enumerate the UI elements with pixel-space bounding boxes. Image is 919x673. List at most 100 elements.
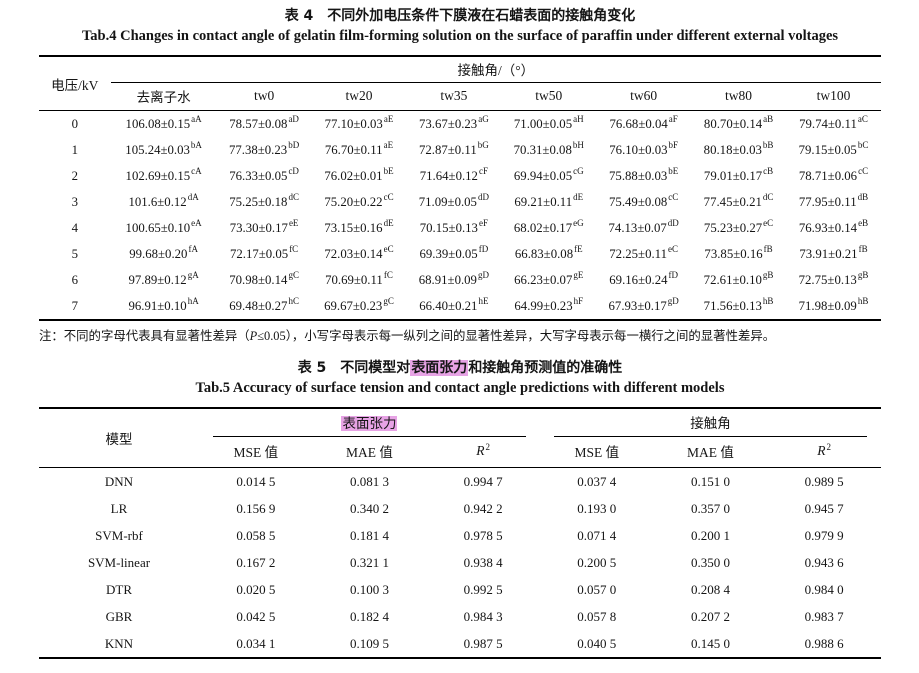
value-cell: 0.994 7 bbox=[463, 473, 503, 489]
value-cell: 0.207 2 bbox=[690, 608, 730, 624]
row-label-cell: 4 bbox=[71, 220, 78, 235]
table4-subheader-deionized-water: 去离子水 bbox=[110, 83, 217, 111]
value-cell: 73.85±0.16fB bbox=[704, 244, 773, 261]
value-cell: 77.10±0.03aE bbox=[324, 114, 394, 131]
value-cell: 76.33±0.05cD bbox=[229, 166, 299, 183]
table5-subheader-mae-2: MAE 值 bbox=[653, 437, 768, 468]
note-prefix: 注：不同的字母代表具有显著性差异（ bbox=[39, 329, 250, 343]
value-cell: 78.71±0.06cC bbox=[798, 166, 869, 183]
row-label-cell: 7 bbox=[71, 298, 78, 313]
value-cell: 0.109 5 bbox=[349, 635, 389, 651]
table5-subheader-r2-1: R2 bbox=[426, 437, 540, 468]
table4-subheader-tw80: tw80 bbox=[691, 83, 786, 111]
table4-subheader-tw60: tw60 bbox=[596, 83, 692, 111]
value-cell: 71.56±0.13hB bbox=[703, 296, 774, 313]
value-cell: 105.24±0.03bA bbox=[125, 140, 202, 157]
table5-data-row: DNN 0.014 5 0.081 3 0.994 7 0.037 4 0.151 0 0.… bbox=[39, 468, 881, 496]
table4-data-row: 5 99.68±0.20fA 72.17±0.05fC 72.03±0.14eC 69.… bbox=[39, 241, 881, 267]
value-cell: 0.357 0 bbox=[690, 500, 730, 516]
value-cell: 73.30±0.17eE bbox=[229, 218, 299, 235]
value-cell: 71.64±0.12cF bbox=[419, 166, 488, 183]
table4-data-row: 1 105.24±0.03bA 77.38±0.23bD 76.70±0.11aE 72… bbox=[39, 137, 881, 163]
value-cell: 71.98±0.09hB bbox=[798, 296, 869, 313]
value-cell: 0.988 6 bbox=[804, 635, 844, 651]
row-label-cell: LR bbox=[110, 500, 128, 516]
value-cell: 0.984 3 bbox=[463, 608, 503, 624]
table4-subheader-row: 去离子水 tw0 tw20 tw35 tw50 tw60 tw80 tw100 bbox=[39, 83, 881, 111]
value-cell: 76.10±0.03bF bbox=[609, 140, 679, 157]
value-cell: 0.014 5 bbox=[236, 473, 276, 489]
value-cell: 71.09±0.05dD bbox=[418, 192, 489, 209]
value-cell: 0.100 3 bbox=[349, 581, 389, 597]
table4-subheader-tw0: tw0 bbox=[216, 83, 312, 111]
table4-col1-header: 电压/kV bbox=[39, 56, 111, 111]
row-label-cell: 0 bbox=[71, 116, 78, 131]
value-cell: 0.978 5 bbox=[463, 527, 503, 543]
table5-data-row: SVM-rbf 0.058 5 0.181 4 0.978 5 0.071 4 0.200… bbox=[39, 522, 881, 549]
value-cell: 66.40±0.21hE bbox=[419, 296, 489, 313]
value-cell: 0.350 0 bbox=[690, 554, 730, 570]
table5-subheader-r2-2: R2 bbox=[767, 437, 881, 468]
value-cell: 76.02±0.01bE bbox=[324, 166, 394, 183]
value-cell: 0.200 5 bbox=[577, 554, 617, 570]
table4-section: 表 4 不同外加电压条件下膜液在石蜡表面的接触角变化 Tab.4 Changes… bbox=[39, 6, 881, 345]
value-cell: 68.02±0.17eG bbox=[513, 218, 584, 235]
table5-section: 表 5 不同模型对表面张力和接触角预测值的准确性 Tab.5 Accuracy … bbox=[39, 358, 881, 659]
value-cell: 79.74±0.11aC bbox=[799, 114, 868, 131]
value-cell: 78.57±0.08aD bbox=[229, 114, 299, 131]
value-cell: 0.979 9 bbox=[804, 527, 844, 543]
value-cell: 0.182 4 bbox=[349, 608, 389, 624]
document-page: 表 4 不同外加电压条件下膜液在石蜡表面的接触角变化 Tab.4 Changes… bbox=[39, 6, 881, 659]
surface-tension-highlight: 表面张力 bbox=[341, 416, 398, 431]
table5-col1-header: 模型 bbox=[39, 408, 199, 468]
value-cell: 69.94±0.05cG bbox=[513, 166, 584, 183]
table5-subheader-mse-1: MSE 值 bbox=[198, 437, 313, 468]
value-cell: 75.49±0.08cC bbox=[609, 192, 679, 209]
row-label-cell: 1 bbox=[71, 142, 78, 157]
table5-title-post: 和接触角预测值的准确性 bbox=[468, 360, 623, 376]
table4-data-row: 0 106.08±0.15aA 78.57±0.08aD 77.10±0.03aE 73… bbox=[39, 111, 881, 138]
value-cell: 0.943 6 bbox=[804, 554, 844, 570]
value-cell: 0.200 1 bbox=[690, 527, 730, 543]
value-cell: 73.67±0.23aG bbox=[419, 114, 489, 131]
table4-title-en: Tab.4 Changes in contact angle of gelati… bbox=[81, 28, 839, 44]
value-cell: 100.65±0.10eA bbox=[125, 218, 202, 235]
value-cell: 101.6±0.12dA bbox=[128, 192, 199, 209]
value-cell: 97.89±0.12gA bbox=[128, 270, 199, 287]
value-cell: 0.181 4 bbox=[349, 527, 389, 543]
value-cell: 72.25±0.11eC bbox=[609, 244, 679, 261]
value-cell: 0.340 2 bbox=[349, 500, 389, 516]
value-cell: 66.23±0.07gE bbox=[514, 270, 584, 287]
value-cell: 76.70±0.11aE bbox=[324, 140, 394, 157]
value-cell: 0.193 0 bbox=[577, 500, 617, 516]
value-cell: 75.25±0.18dC bbox=[229, 192, 299, 209]
table5-title-pre: 表 5 不同模型对 bbox=[297, 360, 411, 376]
value-cell: 72.87±0.11bG bbox=[418, 140, 489, 157]
value-cell: 69.16±0.24fD bbox=[609, 270, 678, 287]
value-cell: 0.034 1 bbox=[236, 635, 276, 651]
table5-subheader-mse-2: MSE 值 bbox=[539, 437, 654, 468]
value-cell: 0.057 0 bbox=[577, 581, 617, 597]
value-cell: 0.321 1 bbox=[349, 554, 389, 570]
table4-data-row: 7 96.91±0.10hA 69.48±0.27hC 69.67±0.23gC 66.… bbox=[39, 293, 881, 320]
table5-title-zh: 表 5 不同模型对表面张力和接触角预测值的准确性 bbox=[39, 358, 881, 378]
value-cell: 0.208 4 bbox=[690, 581, 730, 597]
table4-group-header: 接触角/（°） bbox=[110, 56, 881, 83]
value-cell: 75.23±0.27eC bbox=[703, 218, 774, 235]
table5-data-row: GBR 0.042 5 0.182 4 0.984 3 0.057 8 0.207 2 0.… bbox=[39, 603, 881, 630]
row-label-cell: SVM-linear bbox=[87, 554, 151, 570]
value-cell: 69.67±0.23gC bbox=[324, 296, 394, 313]
value-cell: 69.21±0.11dE bbox=[514, 192, 584, 209]
value-cell: 0.938 4 bbox=[463, 554, 503, 570]
surface-tension-highlight: 表面张力 bbox=[410, 360, 469, 376]
value-cell: 68.91±0.09gD bbox=[418, 270, 489, 287]
table5-data-row: SVM-linear 0.167 2 0.321 1 0.938 4 0.200 5 0.… bbox=[39, 549, 881, 576]
value-cell: 79.15±0.05bC bbox=[798, 140, 869, 157]
value-cell: 74.13±0.07dD bbox=[608, 218, 679, 235]
value-cell: 0.942 2 bbox=[463, 500, 503, 516]
value-cell: 79.01±0.17cB bbox=[703, 166, 774, 183]
table5-group-row: 模型 表面张力 接触角 bbox=[39, 408, 881, 468]
table4-group-row: 电压/kV 接触角/（°） bbox=[39, 56, 881, 111]
note-rest: ≤0.05），小写字母表示每一纵列之间的显著性差异，大写字母表示每一横行之间的显… bbox=[257, 329, 776, 343]
table4-data-row: 4 100.65±0.10eA 73.30±0.17eE 73.15±0.16dE 70… bbox=[39, 215, 881, 241]
